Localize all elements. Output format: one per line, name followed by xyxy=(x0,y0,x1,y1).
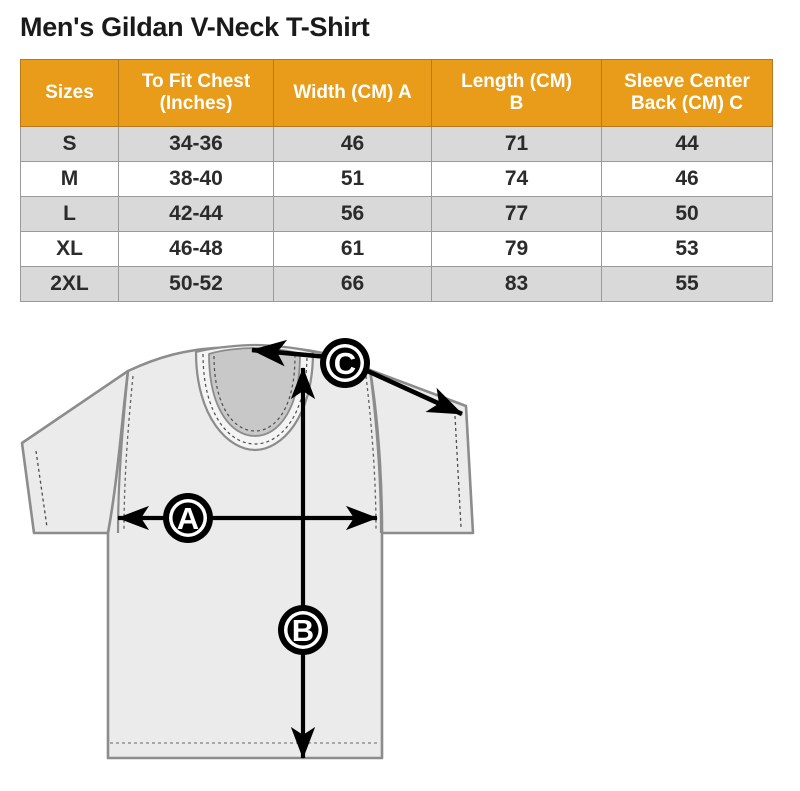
cell-size: 2XL xyxy=(20,266,119,302)
header-line-1: Sleeve Center xyxy=(624,71,750,93)
header-row: Sizes To Fit Chest (Inches) Width (CM) A… xyxy=(20,59,773,127)
cell-chest: 42-44 xyxy=(118,196,274,232)
column-header-width: Width (CM) A xyxy=(273,59,432,127)
header-line-2: B xyxy=(509,93,524,114)
table-row: XL 46-48 61 79 53 xyxy=(20,231,773,267)
cell-chest: 50-52 xyxy=(118,266,274,302)
table-row: M 38-40 51 74 46 xyxy=(20,161,773,197)
cell-sleeve: 50 xyxy=(601,196,773,232)
header-line-1: Sizes xyxy=(45,82,94,104)
right-sleeve-hem-stitch xyxy=(454,415,462,528)
cell-length: 74 xyxy=(431,161,602,197)
cell-sleeve: 53 xyxy=(601,231,773,267)
cell-length: 79 xyxy=(431,231,602,267)
header-line-2: Back (CM) C xyxy=(631,93,743,114)
table-header: Sizes To Fit Chest (Inches) Width (CM) A… xyxy=(20,59,773,127)
measure-badge-b: B xyxy=(278,605,328,655)
cell-sleeve: 55 xyxy=(601,266,773,302)
header-line-1: Length (CM) xyxy=(461,71,572,93)
header-line-1: Width (CM) A xyxy=(293,82,412,104)
cell-chest: 38-40 xyxy=(118,161,274,197)
page-title: Men's Gildan V-Neck T-Shirt xyxy=(20,12,370,42)
cell-size: L xyxy=(20,196,119,232)
cell-sleeve: 44 xyxy=(601,126,773,162)
cell-width: 61 xyxy=(273,231,432,267)
cell-chest: 46-48 xyxy=(118,231,274,267)
column-header-sizes: Sizes xyxy=(20,59,119,127)
cell-size: XL xyxy=(20,231,119,267)
table-row: L 42-44 56 77 50 xyxy=(20,196,773,232)
measure-badge-b-label: B xyxy=(292,613,314,648)
table-row: 2XL 50-52 66 83 55 xyxy=(20,266,773,302)
size-chart-table: Sizes To Fit Chest (Inches) Width (CM) A… xyxy=(20,59,773,302)
cell-size: S xyxy=(20,126,119,162)
column-header-chest: To Fit Chest (Inches) xyxy=(118,59,274,127)
table-row: S 34-36 46 71 44 xyxy=(20,126,773,162)
cell-chest: 34-36 xyxy=(118,126,274,162)
cell-width: 46 xyxy=(273,126,432,162)
column-header-length: Length (CM) B xyxy=(431,59,602,127)
measure-badge-c-label: C xyxy=(334,346,356,381)
cell-length: 83 xyxy=(431,266,602,302)
tshirt-outline-group xyxy=(20,343,475,760)
measure-badge-a: A xyxy=(163,493,213,543)
column-header-sleeve: Sleeve Center Back (CM) C xyxy=(601,59,773,127)
header-line-2: (Inches) xyxy=(159,93,233,114)
header-line-1: To Fit Chest xyxy=(141,71,251,93)
measure-badge-c: C xyxy=(320,338,370,388)
size-chart-container: Sizes To Fit Chest (Inches) Width (CM) A… xyxy=(20,59,773,302)
cell-width: 56 xyxy=(273,196,432,232)
cell-length: 77 xyxy=(431,196,602,232)
table-body: S 34-36 46 71 44 M 38-40 51 74 46 L 42-4… xyxy=(20,126,773,302)
cell-length: 71 xyxy=(431,126,602,162)
cell-size: M xyxy=(20,161,119,197)
cell-width: 66 xyxy=(273,266,432,302)
measure-badge-a-label: A xyxy=(177,501,199,536)
cell-width: 51 xyxy=(273,161,432,197)
cell-sleeve: 46 xyxy=(601,161,773,197)
shirt-diagram-container: A B C xyxy=(0,328,800,791)
left-sleeve-hem-stitch xyxy=(35,450,48,528)
